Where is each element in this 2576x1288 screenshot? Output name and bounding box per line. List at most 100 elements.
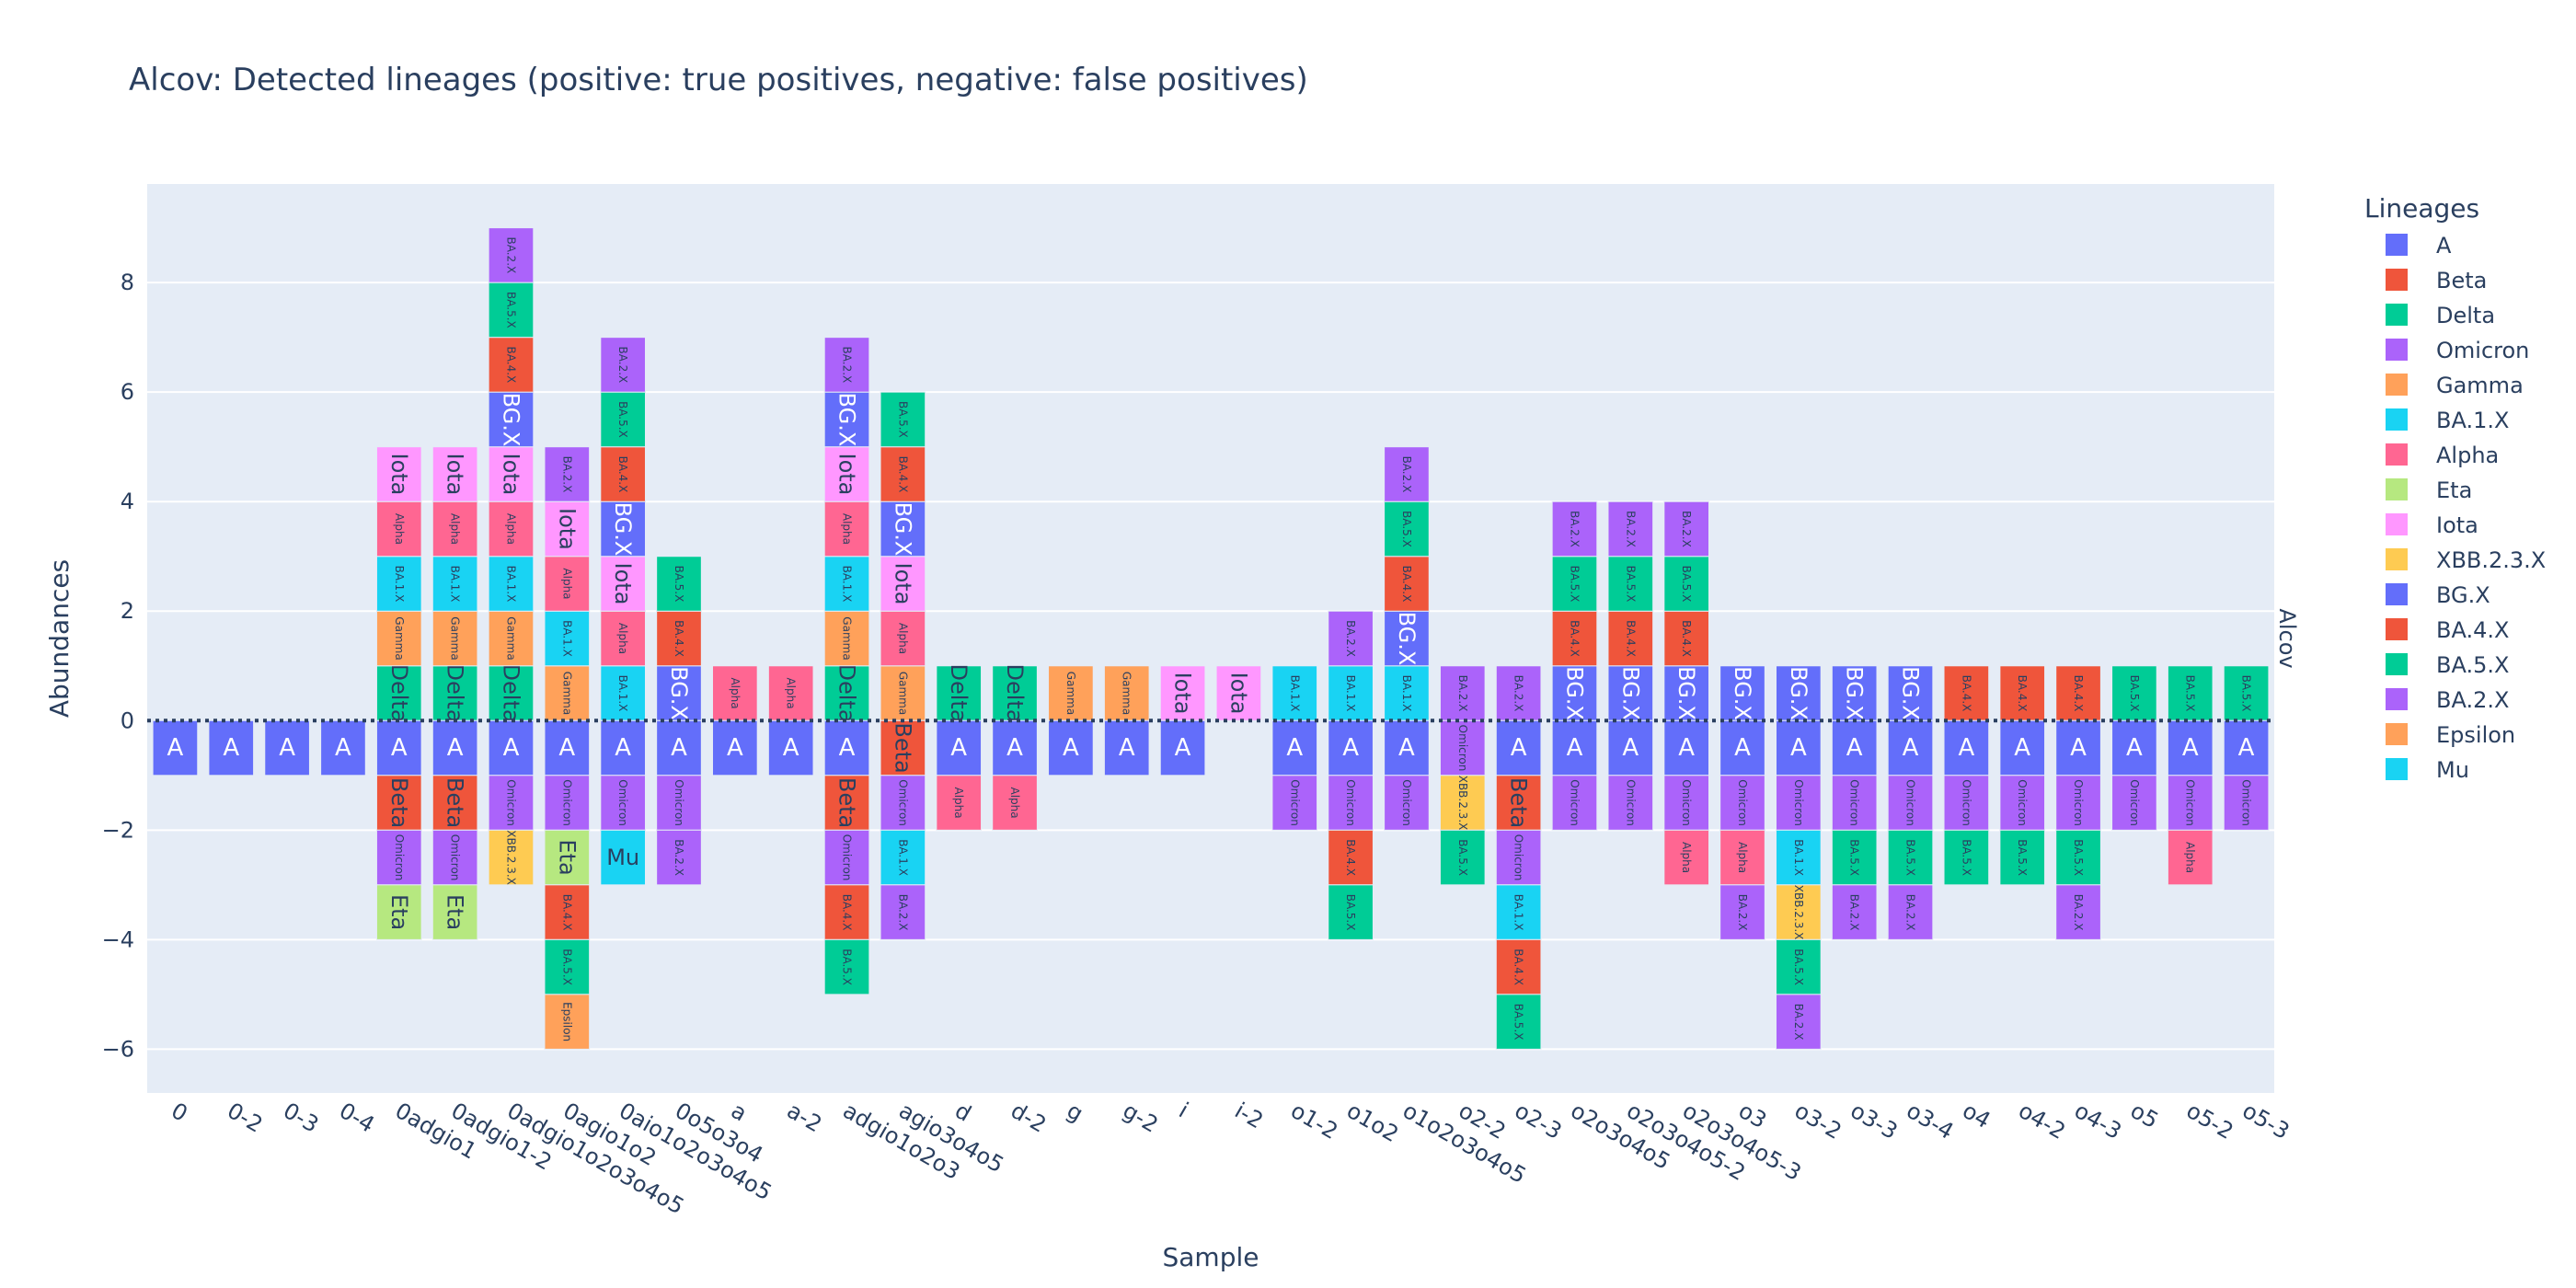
x-tick-label: g xyxy=(1063,1098,1087,1127)
bar-label: Alpha xyxy=(393,513,406,545)
bar-label: BA.4.X xyxy=(2016,675,2029,712)
bar-label: XBB.2.3.X xyxy=(1456,776,1469,831)
legend-item-a: A xyxy=(2436,233,2452,259)
bar-o3-omicron xyxy=(1719,775,1765,831)
bar-label: A xyxy=(391,734,408,762)
bar-o2o3o4o5-bg-x xyxy=(1551,665,1598,721)
y-tick-label: 4 xyxy=(121,489,134,514)
bar-label: Alpha xyxy=(729,677,742,708)
bar-o3-alpha xyxy=(1719,829,1765,886)
legend-item-ba-4-x: BA.4.X xyxy=(2436,617,2509,643)
y-tick-label: −6 xyxy=(102,1036,134,1062)
bar-label: BA.5.X xyxy=(1960,839,1972,876)
bar-label: BA.5.X xyxy=(1512,1004,1525,1041)
bar-0adgio1-2-a xyxy=(431,719,478,776)
bar-o2-3-beta xyxy=(1495,775,1542,831)
y-tick-label: 0 xyxy=(121,707,134,733)
bar-o3-3-ba-5-x xyxy=(1831,829,1878,886)
bar-o2-3-ba-2-x xyxy=(1495,665,1542,721)
bar-o3-ba-2-x xyxy=(1719,884,1765,940)
bar-o2-3-ba-5-x xyxy=(1495,994,1542,1050)
bar-label: Eta xyxy=(554,839,580,875)
bar-label: BA.2.X xyxy=(1456,675,1469,712)
bar-label: A xyxy=(783,734,799,762)
bar-o4-3-ba-4-x xyxy=(2055,665,2101,721)
bar-label: Gamma xyxy=(1064,672,1077,715)
bar-label: A xyxy=(1119,734,1135,762)
x-tick-label: d xyxy=(950,1098,975,1127)
bar-label: BA.2.X xyxy=(616,347,629,384)
bar-o2-2-ba-2-x xyxy=(1439,665,1486,721)
bar-label: Omicron xyxy=(1344,779,1357,826)
bar-0agio1o2-epsilon xyxy=(544,994,591,1050)
bar-label: Omicron xyxy=(896,779,909,826)
bar-label: Epsilon xyxy=(560,1002,573,1041)
bar-o5-2-omicron xyxy=(2167,775,2214,831)
bar-label: A xyxy=(1511,734,1527,762)
bar-label: BG.X xyxy=(666,666,692,720)
legend-item-mu: Mu xyxy=(2436,757,2469,783)
bar-o1-2-ba-1-x xyxy=(1271,665,1318,721)
legend-item-alpha: Alpha xyxy=(2436,443,2499,468)
bar-0o5o3o4-a xyxy=(656,719,702,776)
bar-o1o2o3o4o5-ba-4-x xyxy=(1384,556,1430,612)
bar-label: A xyxy=(223,734,239,762)
bar-label: BA.2.X xyxy=(1400,456,1413,493)
bar-o2-3-a xyxy=(1495,719,1542,776)
legend-item-epsilon: Epsilon xyxy=(2436,722,2515,748)
bar-label: BA.4.X xyxy=(1624,620,1637,657)
legend-swatch-ba-4-x xyxy=(2386,618,2408,640)
bar-0adgio1o2o3o4o5-iota xyxy=(488,446,535,502)
bar-label: Alpha xyxy=(616,623,629,654)
bar-a-2-alpha xyxy=(767,665,814,721)
legend-swatch-xbb-2-3-x xyxy=(2386,548,2408,570)
bar-0adgio1o2o3o4o5-omicron xyxy=(488,775,535,831)
bar-label: BA.4.X xyxy=(1568,620,1581,657)
bar-label: Gamma xyxy=(896,672,909,715)
bar-label: Alpha xyxy=(896,623,909,654)
legend-item-iota: Iota xyxy=(2436,512,2478,538)
bar-0o5o3o4-ba-2-x xyxy=(656,829,702,886)
bar-label: Omicron xyxy=(2184,779,2197,826)
bar-label: BA.2.X xyxy=(896,894,909,931)
bar-label: Mu xyxy=(606,845,639,870)
legend-item-ba-1-x: BA.1.X xyxy=(2436,408,2509,433)
bar-o3-bg-x xyxy=(1719,665,1765,721)
bar-o5-ba-5-x xyxy=(2111,665,2157,721)
bar-label: BA.1.X xyxy=(560,620,573,657)
bar-label: BA.1.X xyxy=(841,566,854,603)
bar-o3-a xyxy=(1719,719,1765,776)
bar-d-2-alpha xyxy=(992,775,1038,831)
bar-0adgio1-ba-1-x xyxy=(375,556,422,612)
bar-label: Alpha xyxy=(449,513,462,545)
bar-o3-4-ba-2-x xyxy=(1887,884,1934,940)
legend-item-ba-2-x: BA.2.X xyxy=(2436,687,2509,713)
x-tick-label: d-2 xyxy=(1006,1098,1051,1138)
bar-label: BA.2.X xyxy=(560,456,573,493)
legend-swatch-iota xyxy=(2386,513,2408,535)
bar-o3-4-a xyxy=(1887,719,1934,776)
bar-label: Beta xyxy=(890,722,915,773)
bar-label: A xyxy=(1286,734,1303,762)
bar-0adgio1-alpha xyxy=(375,500,422,558)
legend-swatch-alpha xyxy=(2386,443,2408,466)
bar-g-2-gamma xyxy=(1103,665,1150,721)
bar-label: Iota xyxy=(386,454,412,496)
bar-label: A xyxy=(727,734,743,762)
bar-0agio1o2-eta xyxy=(544,829,591,886)
bar-o5-3-ba-5-x xyxy=(2223,665,2270,721)
bar-label: BG.X xyxy=(1394,612,1420,666)
legend-title: Lineages xyxy=(2364,193,2479,224)
bar-label: A xyxy=(2238,734,2255,762)
bar-label: A xyxy=(335,734,351,762)
facet-label: Alcov xyxy=(2274,608,2300,668)
bar-o2o3o4o5-3-ba-2-x xyxy=(1663,500,1709,558)
bar-label: XBB.2.3.X xyxy=(504,830,517,885)
bar-label: Omicron xyxy=(841,834,854,881)
legend-swatch-delta xyxy=(2386,304,2408,326)
y-tick-label: −4 xyxy=(102,926,134,952)
bar-label: Alpha xyxy=(785,677,798,708)
bar-label: BG.X xyxy=(1673,666,1699,720)
bar-o5-2-ba-5-x xyxy=(2167,665,2214,721)
bar-label: BA.2.X xyxy=(1624,511,1637,547)
